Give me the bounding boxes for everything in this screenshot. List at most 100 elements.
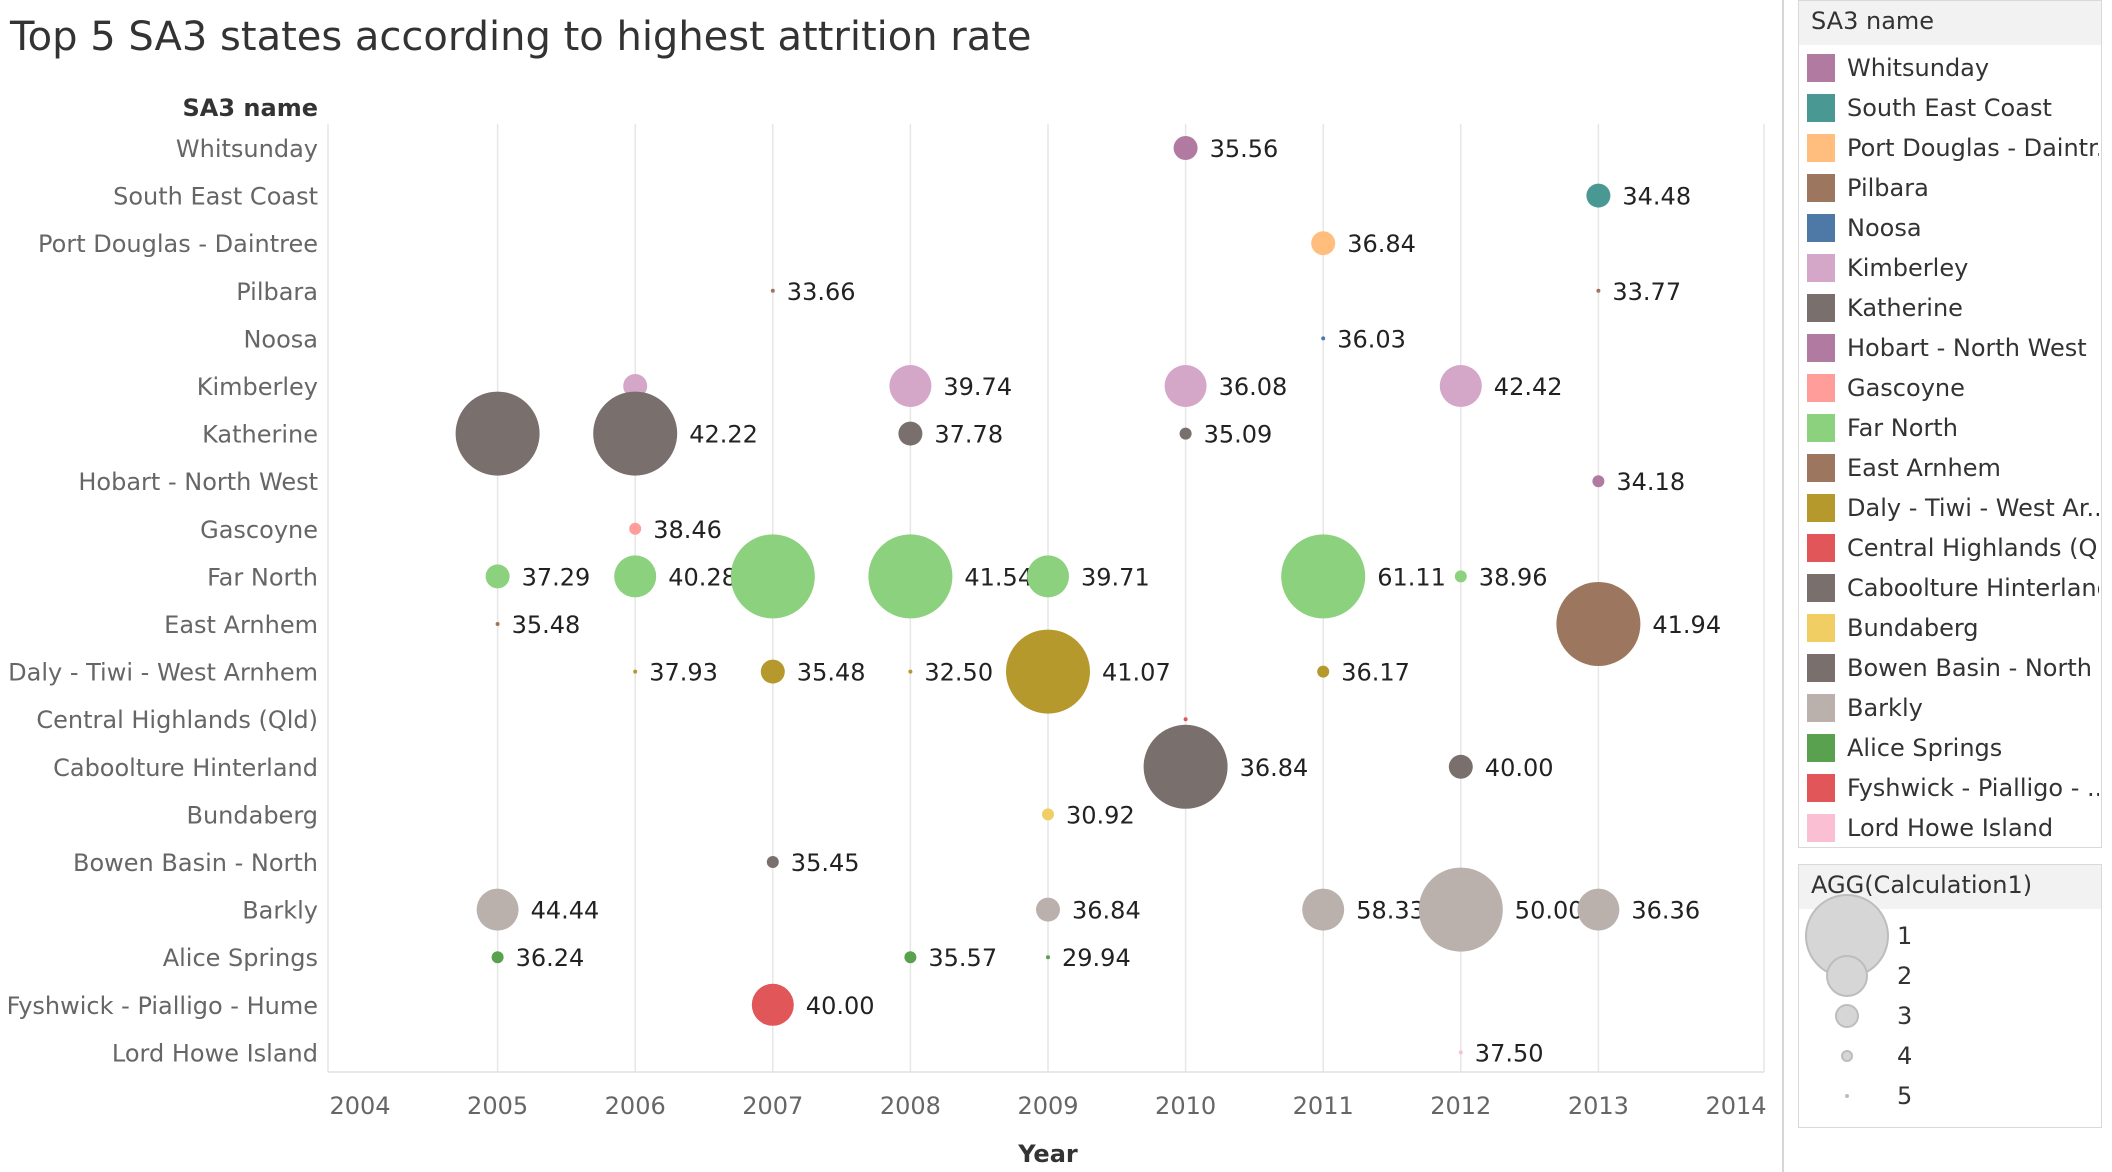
data-point[interactable] bbox=[1281, 534, 1366, 619]
legend-item[interactable]: Alice Springs bbox=[1807, 733, 2099, 763]
data-point[interactable] bbox=[1458, 1050, 1463, 1055]
data-point[interactable] bbox=[1036, 897, 1060, 922]
size-legend-item[interactable]: 1 bbox=[1799, 894, 2099, 978]
legend-item[interactable]: Caboolture Hinterland bbox=[1807, 573, 2099, 603]
size-legend-label: 3 bbox=[1897, 1002, 1913, 1030]
data-point[interactable] bbox=[476, 888, 519, 931]
data-point[interactable] bbox=[1311, 231, 1336, 256]
legend-item[interactable]: Daly - Tiwi - West Ar.. bbox=[1807, 493, 2099, 523]
data-point[interactable] bbox=[633, 669, 638, 674]
data-label: 41.94 bbox=[1652, 611, 1721, 639]
x-tick-label: 2012 bbox=[1430, 1092, 1491, 1120]
data-point[interactable] bbox=[1577, 888, 1620, 931]
data-point[interactable] bbox=[623, 374, 648, 398]
size-legend-item[interactable]: 5 bbox=[1799, 1081, 2099, 1111]
data-point[interactable] bbox=[898, 421, 923, 446]
data-label: 36.17 bbox=[1341, 659, 1410, 687]
data-point[interactable] bbox=[1302, 888, 1345, 931]
data-point[interactable] bbox=[1183, 717, 1188, 722]
data-point[interactable] bbox=[751, 983, 794, 1026]
legend-item[interactable]: Bundaberg bbox=[1807, 613, 2099, 643]
legend-swatch bbox=[1807, 614, 1835, 642]
legend-item[interactable]: Pilbara bbox=[1807, 173, 2099, 203]
data-point[interactable] bbox=[908, 669, 913, 674]
data-label: 35.48 bbox=[512, 611, 581, 639]
data-point[interactable] bbox=[485, 564, 510, 589]
data-point[interactable] bbox=[1179, 427, 1192, 440]
data-point[interactable] bbox=[495, 622, 500, 626]
data-point[interactable] bbox=[614, 555, 657, 598]
data-point[interactable] bbox=[1164, 365, 1207, 407]
legend-item[interactable]: Fyshwick - Pialligo - .. bbox=[1807, 773, 2099, 803]
size-legend-item[interactable]: 2 bbox=[1799, 955, 2099, 997]
size-swatch bbox=[1835, 1004, 1859, 1028]
data-point[interactable] bbox=[1027, 555, 1069, 598]
data-point[interactable] bbox=[593, 391, 678, 476]
x-tick-label: 2011 bbox=[1293, 1092, 1354, 1120]
data-point[interactable] bbox=[1596, 288, 1601, 293]
data-point[interactable] bbox=[730, 534, 815, 619]
chart-title: Top 5 SA3 states according to highest at… bbox=[10, 14, 1032, 60]
data-point[interactable] bbox=[1439, 365, 1482, 407]
data-label: 35.56 bbox=[1210, 135, 1279, 163]
data-point[interactable] bbox=[1556, 582, 1641, 666]
legend-label: Katherine bbox=[1847, 294, 1963, 322]
y-axis-label: SA3 name bbox=[183, 94, 318, 122]
legend-label: Central Highlands (Q.. bbox=[1847, 534, 2099, 562]
data-point[interactable] bbox=[766, 856, 779, 868]
size-legend-label: 1 bbox=[1897, 922, 1913, 950]
legend-item[interactable]: Katherine bbox=[1807, 293, 2099, 323]
legend-swatch bbox=[1807, 814, 1835, 842]
data-point[interactable] bbox=[1454, 570, 1467, 583]
legend-item[interactable]: South East Coast bbox=[1807, 93, 2099, 123]
size-legend-item[interactable]: 3 bbox=[1799, 1001, 2099, 1031]
legend-item[interactable]: Bowen Basin - North bbox=[1807, 653, 2099, 683]
legend-swatch bbox=[1807, 694, 1835, 722]
legend-item[interactable]: Noosa bbox=[1807, 213, 2099, 243]
legend-item[interactable]: Lord Howe Island bbox=[1807, 813, 2099, 843]
x-tick-label: 2008 bbox=[880, 1092, 941, 1120]
data-point[interactable] bbox=[1006, 629, 1090, 714]
y-category-label: Katherine bbox=[202, 421, 318, 449]
legend-label: Barkly bbox=[1847, 694, 1923, 722]
color-legend[interactable]: SA3 name Whitsunday South East Coast Port … bbox=[1798, 0, 2102, 848]
data-point[interactable] bbox=[629, 522, 642, 535]
data-label: 34.18 bbox=[1616, 468, 1685, 496]
legend-item[interactable]: East Arnhem bbox=[1807, 453, 2099, 483]
legend-swatch bbox=[1807, 774, 1835, 802]
legend-swatch bbox=[1807, 294, 1835, 322]
legend-item[interactable]: Whitsunday bbox=[1807, 53, 2099, 83]
legend-item[interactable]: Port Douglas - Daintr.. bbox=[1807, 133, 2099, 163]
data-point[interactable] bbox=[1143, 724, 1228, 809]
y-category-label: Hobart - North West bbox=[78, 468, 318, 496]
legend-item[interactable]: Gascoyne bbox=[1807, 373, 2099, 403]
data-point[interactable] bbox=[1317, 665, 1330, 678]
data-point[interactable] bbox=[1046, 955, 1050, 960]
data-point[interactable] bbox=[1321, 336, 1326, 341]
data-label: 37.93 bbox=[649, 659, 718, 687]
data-point[interactable] bbox=[770, 288, 775, 293]
data-label: 38.46 bbox=[653, 516, 722, 544]
data-point[interactable] bbox=[760, 659, 785, 684]
legend-item[interactable]: Hobart - North West bbox=[1807, 333, 2099, 363]
legend-item[interactable]: Central Highlands (Q.. bbox=[1807, 533, 2099, 563]
data-point[interactable] bbox=[491, 951, 504, 964]
legend-item[interactable]: Barkly bbox=[1807, 693, 2099, 723]
legend-item[interactable]: Kimberley bbox=[1807, 253, 2099, 283]
data-point[interactable] bbox=[1592, 475, 1605, 488]
data-point[interactable] bbox=[1173, 136, 1198, 160]
data-point[interactable] bbox=[904, 951, 917, 964]
size-legend-item[interactable]: 4 bbox=[1799, 1041, 2099, 1071]
data-label: 32.50 bbox=[924, 659, 993, 687]
legend-item[interactable]: Far North bbox=[1807, 413, 2099, 443]
data-point[interactable] bbox=[1042, 808, 1054, 821]
data-point[interactable] bbox=[455, 391, 540, 476]
data-point[interactable] bbox=[1586, 183, 1611, 208]
data-point[interactable] bbox=[1418, 867, 1503, 952]
data-label: 41.54 bbox=[964, 563, 1033, 591]
data-label: 36.08 bbox=[1219, 373, 1288, 401]
data-point[interactable] bbox=[868, 534, 953, 619]
data-point[interactable] bbox=[889, 365, 932, 407]
data-point[interactable] bbox=[1448, 754, 1473, 779]
